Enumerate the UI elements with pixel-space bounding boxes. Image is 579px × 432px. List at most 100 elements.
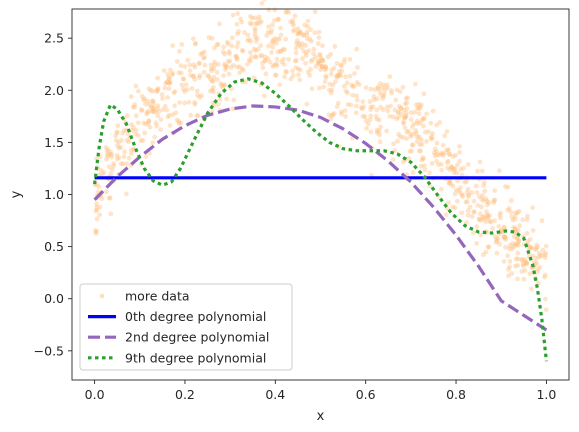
scatter-point bbox=[174, 117, 180, 123]
scatter-point bbox=[404, 106, 410, 112]
scatter-point bbox=[153, 120, 159, 126]
scatter-point bbox=[108, 149, 113, 155]
scatter-point bbox=[272, 36, 278, 41]
scatter-point bbox=[429, 161, 435, 166]
scatter-point bbox=[519, 269, 525, 274]
x-tick-label: 0.6 bbox=[356, 387, 376, 402]
scatter-point bbox=[179, 82, 185, 88]
scatter-point bbox=[124, 161, 129, 167]
scatter-point bbox=[167, 75, 172, 81]
scatter-point bbox=[513, 256, 519, 262]
scatter-point bbox=[416, 101, 422, 107]
scatter-point bbox=[459, 192, 465, 198]
scatter-point bbox=[501, 259, 507, 264]
scatter-point bbox=[515, 241, 521, 247]
x-tick-label: 0.4 bbox=[265, 387, 285, 402]
scatter-point bbox=[419, 117, 425, 123]
scatter-point bbox=[501, 224, 507, 230]
scatter-point bbox=[271, 62, 277, 68]
scatter-point bbox=[310, 57, 316, 63]
scatter-point bbox=[255, 46, 261, 52]
scatter-point bbox=[151, 105, 156, 111]
scatter-point bbox=[350, 83, 356, 89]
scatter-point bbox=[221, 61, 227, 67]
scatter-point bbox=[332, 79, 338, 85]
scatter-point bbox=[272, 7, 278, 13]
scatter-point bbox=[479, 204, 484, 210]
scatter-point bbox=[313, 64, 319, 69]
scatter-point bbox=[105, 147, 111, 152]
x-axis-label: x bbox=[317, 409, 325, 424]
scatter-point bbox=[290, 73, 296, 78]
scatter-point bbox=[116, 145, 122, 151]
scatter-point bbox=[509, 246, 515, 252]
scatter-point bbox=[252, 26, 258, 32]
scatter-point bbox=[353, 103, 359, 109]
scatter-point bbox=[422, 129, 428, 135]
scatter-point bbox=[235, 40, 241, 46]
scatter-point bbox=[284, 8, 290, 14]
scatter-point bbox=[293, 50, 299, 56]
scatter-point bbox=[418, 163, 424, 169]
scatter-point bbox=[150, 88, 156, 94]
scatter-point bbox=[296, 42, 302, 48]
scatter-point bbox=[224, 96, 230, 102]
scatter-point bbox=[370, 104, 376, 110]
scatter-point bbox=[398, 105, 404, 111]
scatter-point bbox=[215, 61, 221, 67]
scatter-point bbox=[227, 58, 233, 64]
scatter-point bbox=[93, 230, 99, 236]
scatter-point bbox=[297, 77, 303, 83]
scatter-point bbox=[297, 67, 303, 73]
scatter-point bbox=[368, 104, 374, 110]
scatter-point bbox=[478, 217, 484, 223]
scatter-point bbox=[155, 85, 161, 91]
scatter-point bbox=[211, 74, 217, 80]
scatter-point bbox=[438, 161, 444, 167]
scatter-point bbox=[408, 132, 414, 137]
scatter-point bbox=[264, 33, 270, 38]
scatter-point bbox=[106, 195, 112, 201]
scatter-point bbox=[403, 114, 409, 120]
scatter-point bbox=[418, 137, 424, 143]
scatter-point bbox=[492, 218, 498, 224]
scatter-point bbox=[408, 110, 414, 115]
scatter-point bbox=[338, 73, 344, 79]
scatter-point bbox=[315, 61, 321, 67]
scatter-point bbox=[443, 149, 448, 155]
scatter-point bbox=[447, 152, 452, 157]
scatter-point bbox=[144, 110, 150, 115]
scatter-point bbox=[199, 50, 205, 56]
scatter-point bbox=[170, 112, 176, 117]
scatter-point bbox=[488, 219, 494, 225]
scatter-point bbox=[342, 108, 348, 113]
scatter-point bbox=[341, 84, 347, 89]
scatter-point bbox=[485, 214, 491, 219]
scatter-point bbox=[368, 107, 373, 113]
scatter-point bbox=[94, 216, 100, 222]
scatter-point bbox=[97, 212, 103, 218]
scatter-point bbox=[534, 269, 540, 275]
scatter-point bbox=[103, 189, 109, 195]
scatter-point bbox=[512, 216, 518, 222]
scatter-point bbox=[421, 91, 427, 97]
scatter-point bbox=[542, 252, 548, 258]
scatter-point bbox=[429, 136, 435, 142]
scatter-point bbox=[308, 66, 314, 72]
scatter-point bbox=[196, 75, 202, 81]
scatter-point bbox=[410, 142, 416, 148]
scatter-point bbox=[191, 62, 197, 68]
scatter-point bbox=[224, 63, 230, 69]
scatter-point bbox=[94, 204, 100, 210]
scatter-point bbox=[146, 86, 152, 92]
scatter-point bbox=[248, 13, 253, 19]
scatter-point bbox=[401, 120, 406, 126]
scatter-point bbox=[432, 153, 438, 159]
scatter-point bbox=[445, 158, 451, 164]
scatter-point bbox=[194, 88, 200, 94]
scatter-point bbox=[176, 70, 182, 76]
scatter-point bbox=[406, 156, 412, 161]
scatter-point bbox=[360, 99, 366, 105]
scatter-point bbox=[527, 271, 533, 277]
scatter-point bbox=[223, 63, 229, 68]
